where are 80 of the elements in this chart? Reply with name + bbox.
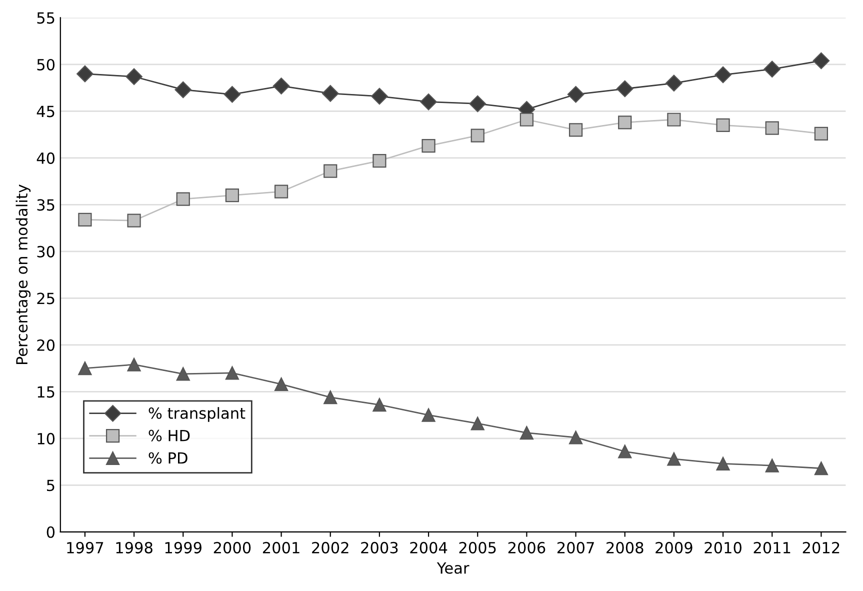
y-axis-title: Percentage on modality	[16, 184, 31, 364]
x-tick-label: 2009	[656, 542, 692, 554]
point	[422, 408, 436, 422]
point	[322, 85, 339, 102]
point	[568, 430, 583, 444]
x-tick-label: 2008	[606, 542, 644, 554]
y-tick-label: 50	[37, 58, 55, 70]
x-tick-label: 2011	[754, 542, 790, 554]
y-tick-label: 15	[38, 386, 54, 398]
legend-label: % transplant	[148, 407, 246, 422]
x-tick-label: 1997	[67, 542, 104, 554]
point	[324, 164, 338, 178]
point	[76, 65, 94, 82]
y-tick-label: 10	[38, 432, 55, 444]
point	[765, 121, 779, 135]
y-tick-label: 30	[37, 246, 55, 258]
point	[324, 390, 338, 404]
y-tick-label: 20	[37, 339, 55, 351]
x-tick-label: 2001	[262, 542, 300, 554]
point	[174, 81, 192, 98]
point	[272, 78, 290, 94]
point	[372, 154, 386, 168]
point	[814, 126, 828, 140]
point	[764, 60, 781, 78]
x-tick-label: 2005	[459, 542, 496, 554]
point	[78, 361, 92, 376]
x-tick-label: 2007	[557, 542, 594, 554]
point	[176, 192, 190, 206]
point	[127, 214, 141, 228]
point	[667, 112, 681, 126]
x-tick-label: 2003	[361, 542, 398, 554]
y-tick-label: 45	[36, 106, 54, 118]
x-tick-label: 1998	[116, 542, 152, 554]
point	[812, 52, 830, 70]
point	[224, 86, 241, 103]
point	[225, 366, 240, 380]
point	[618, 444, 632, 458]
y-tick-label: 35	[37, 199, 54, 211]
y-tick-label: 0	[46, 526, 55, 538]
x-tick-label: 2004	[410, 542, 448, 554]
point	[469, 95, 486, 112]
point	[814, 462, 828, 476]
point	[666, 74, 682, 92]
x-axis-title: Year	[436, 562, 470, 574]
y-tick-label: 40	[36, 152, 55, 164]
point	[176, 367, 190, 381]
point	[616, 80, 634, 98]
point	[765, 458, 779, 472]
point	[470, 416, 484, 430]
x-tick-label: 2000	[214, 542, 251, 554]
point	[78, 212, 92, 226]
legend-label: % PD	[148, 452, 188, 464]
point	[567, 86, 584, 103]
y-tick-label: 55	[37, 12, 54, 24]
point	[420, 93, 437, 110]
point	[714, 66, 732, 84]
x-tick-label: 2012	[802, 542, 840, 554]
point	[716, 456, 730, 470]
point	[618, 116, 632, 130]
y-tick-label: 5	[47, 480, 54, 492]
point	[225, 188, 240, 202]
point	[520, 426, 534, 440]
point	[372, 398, 386, 412]
point	[667, 452, 681, 466]
x-tick-label: 2002	[312, 542, 348, 554]
point	[520, 112, 534, 126]
y-tick-label: 25	[37, 292, 54, 304]
point	[127, 358, 141, 372]
x-tick-label: 1999	[165, 542, 202, 554]
point	[470, 128, 484, 142]
legend-label: % HD	[148, 430, 190, 442]
point	[568, 123, 583, 137]
point	[274, 377, 288, 391]
point	[716, 118, 730, 132]
point	[274, 184, 288, 198]
x-tick-label: 2010	[704, 542, 742, 554]
point	[371, 88, 388, 105]
point	[422, 139, 436, 153]
x-tick-label: 2006	[508, 542, 546, 554]
point	[126, 68, 142, 86]
